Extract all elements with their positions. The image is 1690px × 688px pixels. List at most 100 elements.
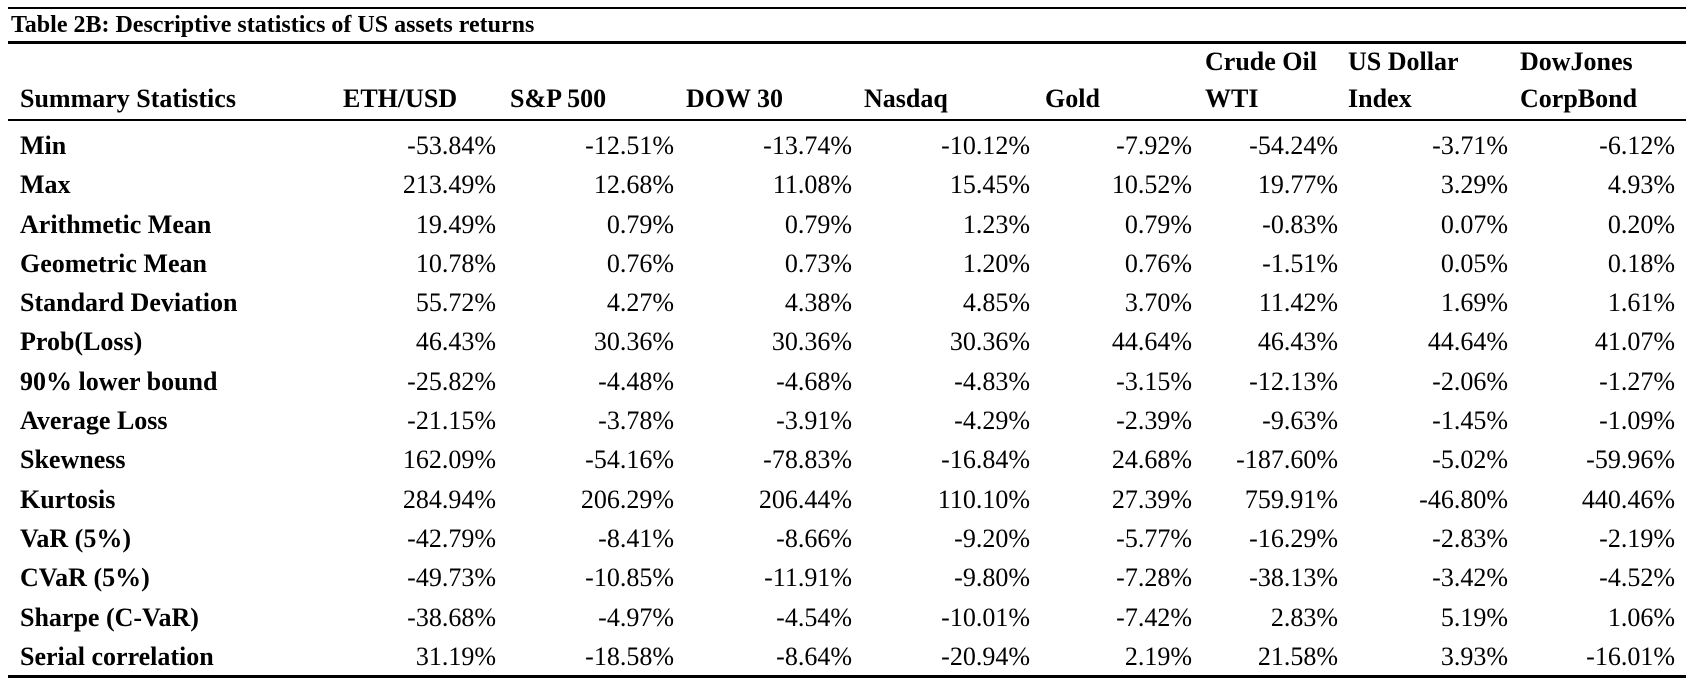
- header-gold: Gold: [1045, 80, 1100, 117]
- table-cell: -2.06%: [1432, 366, 1508, 396]
- table-cell: 15.45%: [949, 170, 1030, 200]
- table-cell: 5.19%: [1440, 602, 1508, 632]
- table-cell: 206.44%: [758, 484, 852, 514]
- table-cell: 30.36%: [949, 327, 1030, 357]
- table-cell: 3.29%: [1440, 170, 1508, 200]
- table-cell: 0.20%: [1607, 209, 1675, 239]
- table-cell: 213.49%: [402, 170, 496, 200]
- table-cell: 4.27%: [606, 288, 674, 318]
- bottom-rule: [8, 675, 1686, 678]
- table-cell: 21.58%: [1257, 641, 1338, 671]
- table-cell: -20.94%: [941, 641, 1030, 671]
- table-cell: -7.42%: [1116, 602, 1192, 632]
- table-cell: -2.39%: [1116, 406, 1192, 436]
- table-cell: -12.51%: [585, 131, 674, 160]
- table-cell: -13.74%: [763, 131, 852, 160]
- row-label: Arithmetic Mean: [20, 209, 212, 239]
- table-cell: 27.39%: [1111, 484, 1192, 514]
- table-cell: -10.85%: [585, 563, 674, 593]
- header-line: Gold: [1045, 84, 1100, 113]
- table-cell: 1.06%: [1607, 602, 1675, 632]
- row-label: Serial correlation: [20, 641, 214, 671]
- table-cell: 440.46%: [1581, 484, 1675, 514]
- table-cell: -8.64%: [776, 641, 852, 671]
- table-cell: 0.76%: [606, 248, 674, 278]
- header-line: DowJones: [1520, 47, 1633, 76]
- table-cell: -5.02%: [1432, 445, 1508, 475]
- table-row-standard-deviation: Standard Deviation 55.72% 4.27% 4.38% 4.85% 3…: [0, 285, 1690, 324]
- table-cell: -3.15%: [1116, 366, 1192, 396]
- row-label: Standard Deviation: [20, 288, 238, 318]
- table-cell: 55.72%: [415, 288, 496, 318]
- table-cell: -7.92%: [1116, 131, 1192, 160]
- table-cell: 110.10%: [937, 484, 1030, 514]
- table-cell: 4.93%: [1607, 170, 1675, 200]
- table-cell: 30.36%: [593, 327, 674, 357]
- table-title: Table 2B: Descriptive statistics of US a…: [11, 12, 535, 38]
- table-row-sharpe-c-var: Sharpe (C-VaR) -38.68% -4.97% -4.54% -10.01%…: [0, 600, 1690, 639]
- table-cell: -3.42%: [1432, 563, 1508, 593]
- table-cell: -25.82%: [407, 366, 496, 396]
- table-cell: 0.79%: [1124, 209, 1192, 239]
- row-label: Geometric Mean: [20, 248, 207, 278]
- table-cell: -53.84%: [407, 131, 496, 160]
- table-cell: 2.83%: [1270, 602, 1338, 632]
- table-cell: -9.20%: [954, 523, 1030, 553]
- table-cell: -8.41%: [598, 523, 674, 553]
- table-cell: 0.76%: [1124, 248, 1192, 278]
- table-cell: -12.13%: [1249, 366, 1338, 396]
- table-cell: 1.23%: [962, 209, 1030, 239]
- header-s-p-500: S&P 500: [510, 80, 606, 117]
- header-line: ETH/USD: [343, 84, 458, 113]
- table-cell: -1.09%: [1599, 406, 1675, 436]
- table-cell: -4.83%: [954, 366, 1030, 396]
- table-cell: 284.94%: [402, 484, 496, 514]
- table-cell: -1.45%: [1432, 406, 1508, 436]
- table-cell: -3.78%: [598, 406, 674, 436]
- table-cell: 4.85%: [962, 288, 1030, 318]
- table-cell: 0.18%: [1607, 248, 1675, 278]
- table-cell: 46.43%: [1257, 327, 1338, 357]
- table-cell: -6.12%: [1599, 131, 1675, 160]
- table-cell: -16.29%: [1249, 523, 1338, 553]
- table-cell: 11.08%: [772, 170, 852, 200]
- header-line: US Dollar: [1348, 47, 1459, 76]
- table-row-kurtosis: Kurtosis 284.94% 206.29% 206.44% 110.10% 27.3…: [0, 482, 1690, 521]
- table-cell: 3.70%: [1124, 288, 1192, 318]
- table-cell: 44.64%: [1427, 327, 1508, 357]
- row-label: Sharpe (C-VaR): [20, 602, 199, 632]
- header-summary-statistics: Summary Statistics: [20, 84, 236, 113]
- header-rule: [8, 119, 1686, 121]
- table-row-serial-correlation: Serial correlation 31.19% -18.58% -8.64% -20…: [0, 639, 1690, 678]
- header-line: DOW 30: [686, 84, 784, 113]
- row-label: Skewness: [20, 445, 126, 475]
- header-nasdaq: Nasdaq: [864, 80, 948, 117]
- table-cell: -54.24%: [1249, 131, 1338, 160]
- row-label: Kurtosis: [20, 484, 116, 514]
- table-cell: 3.93%: [1440, 641, 1508, 671]
- table-cell: 46.43%: [415, 327, 496, 357]
- table-row-geometric-mean: Geometric Mean 10.78% 0.76% 0.73% 1.20% 0.76%…: [0, 246, 1690, 285]
- row-label: VaR (5%): [20, 523, 131, 553]
- header-line: Index: [1348, 84, 1412, 113]
- table-cell: -4.48%: [598, 366, 674, 396]
- header-line: S&P 500: [510, 84, 607, 113]
- header-crude-oil-wti: Crude Oil WTI: [1205, 43, 1317, 117]
- table-cell: 41.07%: [1594, 327, 1675, 357]
- header-line: Crude Oil: [1205, 47, 1317, 76]
- table-row-min: Min -53.84% -12.51% -13.74% -10.12% -7.92% -54…: [0, 128, 1690, 167]
- header-eth-usd: ETH/USD: [343, 80, 457, 117]
- table-cell: 4.38%: [784, 288, 852, 318]
- table-row-cvar-5: CVaR (5%) -49.73% -10.85% -11.91% -9.80% -7.2…: [0, 560, 1690, 599]
- table-cell: -1.51%: [1262, 248, 1338, 278]
- header-line: CorpBond: [1520, 84, 1638, 113]
- table-cell: -49.73%: [407, 563, 496, 593]
- table-row-skewness: Skewness 162.09% -54.16% -78.83% -16.84% 24.6…: [0, 442, 1690, 481]
- table-cell: -78.83%: [763, 445, 852, 475]
- table-cell: 1.61%: [1607, 288, 1675, 318]
- table-cell: -16.84%: [941, 445, 1030, 475]
- table-cell: 10.78%: [415, 248, 496, 278]
- table-cell: 10.52%: [1111, 170, 1192, 200]
- table-cell: -5.77%: [1116, 523, 1192, 553]
- header-line: Nasdaq: [864, 84, 948, 113]
